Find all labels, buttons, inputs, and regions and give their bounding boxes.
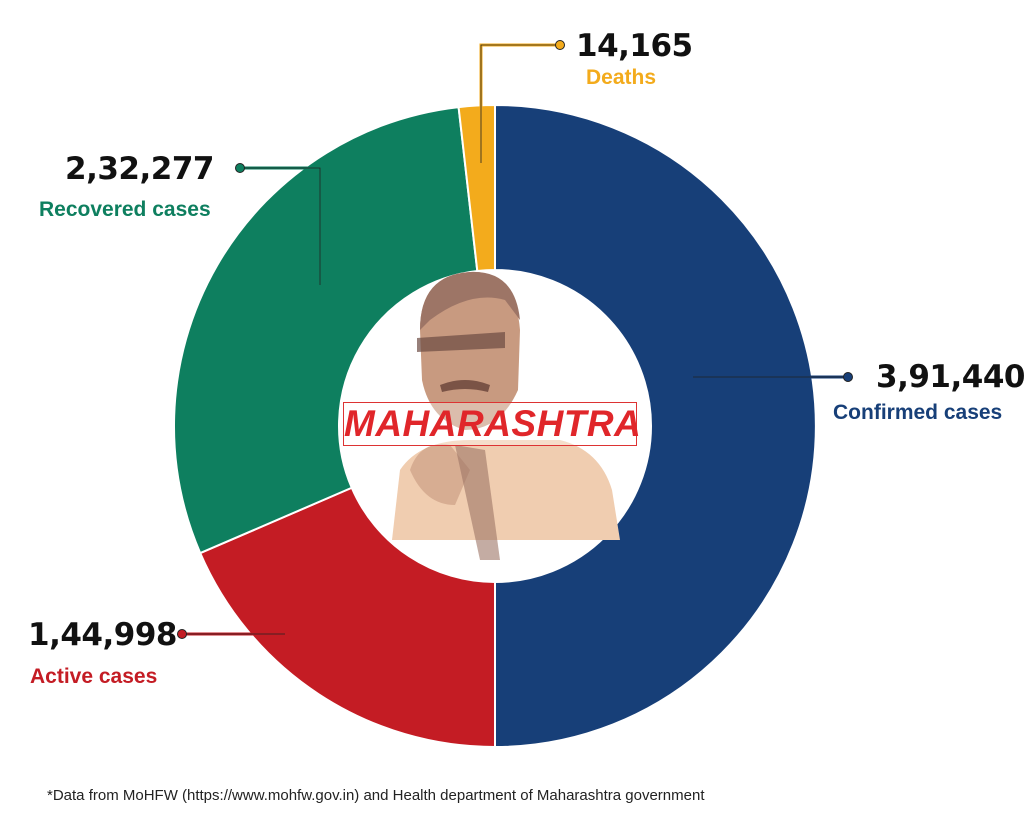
donut-slice-deaths [457,103,496,273]
data-label-recovered-name: Recovered cases [39,198,211,221]
data-label-confirmed-value: 3,91,440 [876,359,1024,395]
data-label-active-name: Active cases [30,665,158,688]
data-label-active-value: 1,44,998 [28,617,177,653]
portrait-illustration [392,271,620,560]
data-label-deaths-value: 14,165 [576,28,693,64]
connector-dot-active [177,629,187,639]
donut-slice-recovered [173,105,479,555]
data-label-deaths-name: Deaths [586,66,657,89]
connector-dot-deaths [555,40,565,50]
donut-slice-active [198,486,496,749]
footnote: *Data from MoHFW (https://www.mohfw.gov.… [47,787,705,804]
data-label-confirmed-name: Confirmed cases [833,401,1003,424]
donut-slice-confirmed [494,103,817,749]
connector-dot-confirmed [843,372,853,382]
connector-dot-recovered [235,163,245,173]
data-label-recovered-value: 2,32,277 [65,151,214,187]
center-state-label: MAHARASHTRA [343,402,642,446]
